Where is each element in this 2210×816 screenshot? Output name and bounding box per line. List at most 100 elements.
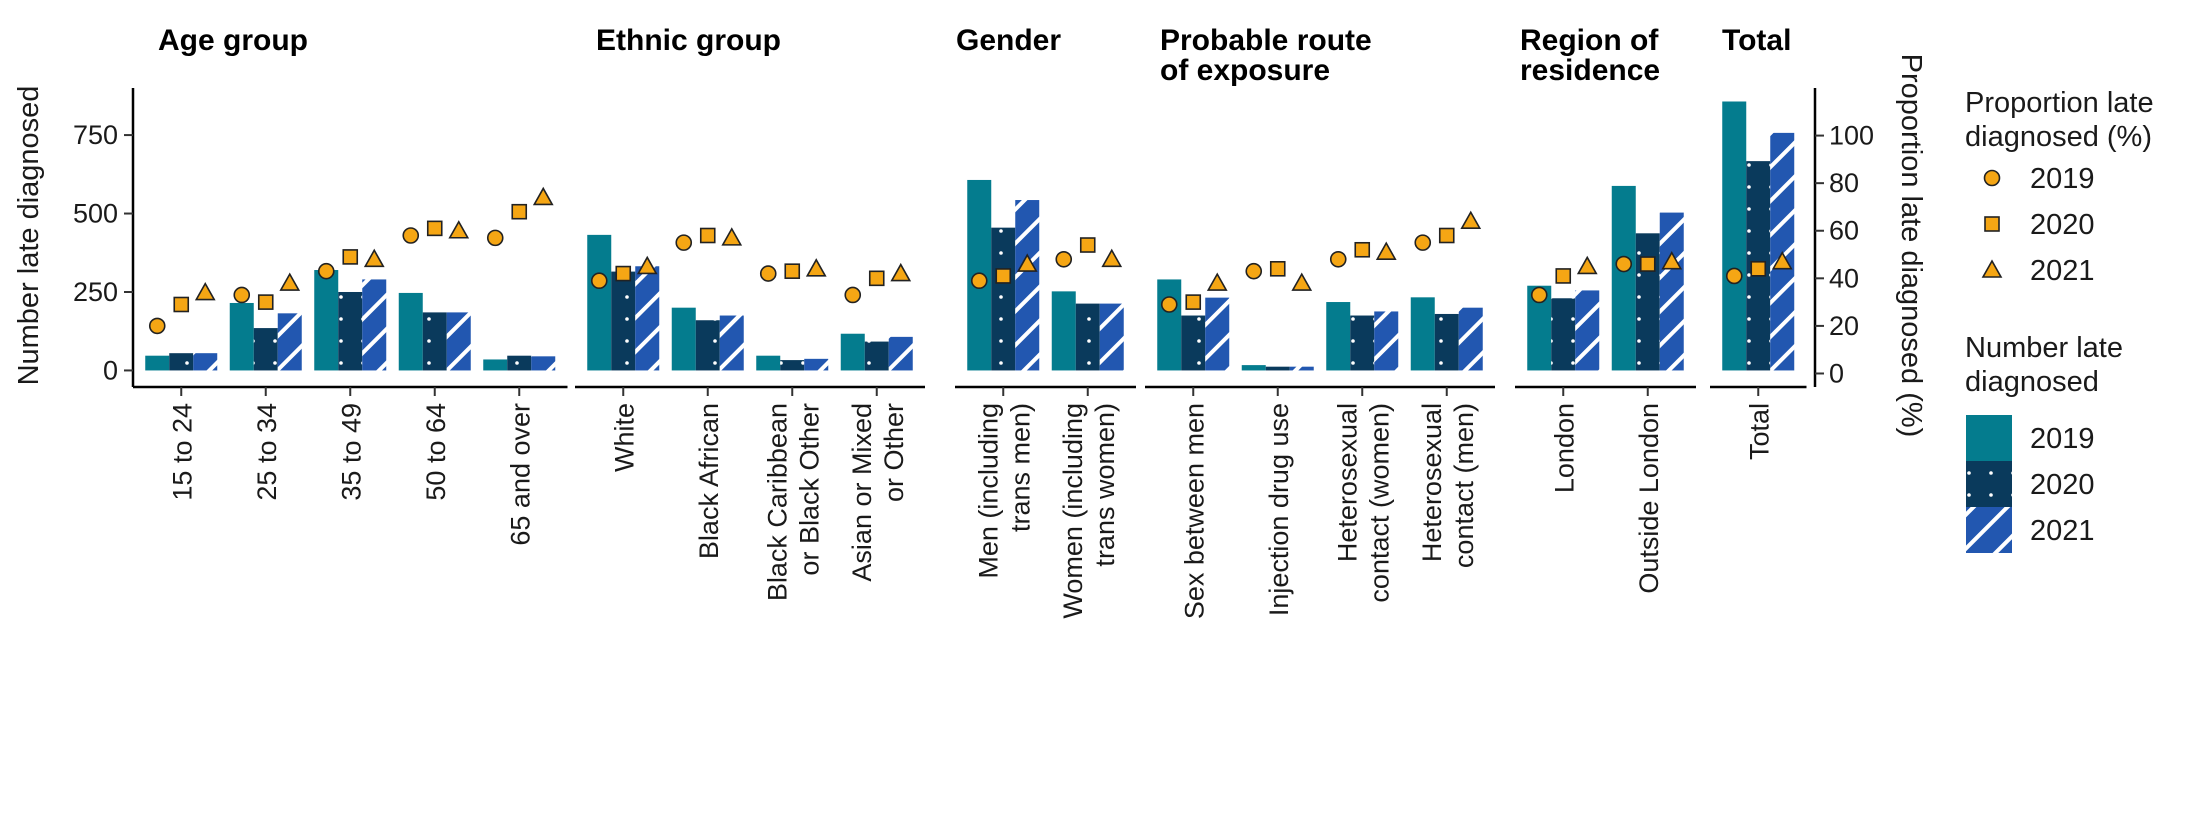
marker-2020 xyxy=(1750,261,1767,277)
bar-2021 xyxy=(1575,290,1600,371)
y-tick-label-left: 0 xyxy=(103,355,118,385)
marker-2020 xyxy=(1185,294,1202,310)
marker-2020 xyxy=(1438,227,1455,244)
panel-title: Gender xyxy=(956,24,1061,57)
marker-2021 xyxy=(1771,251,1793,270)
marker-2021 xyxy=(1291,272,1313,291)
x-tick-text: Heterosexual xyxy=(1417,403,1447,562)
x-tick-label: Black Caribbean or Black Other xyxy=(762,403,824,601)
bar-2019 xyxy=(1051,291,1076,371)
x-tick-text: Total xyxy=(1744,403,1774,460)
x-tick-text: Black African xyxy=(694,403,724,559)
marker-2020 xyxy=(173,296,190,313)
legend-label-2020: 2020 xyxy=(2030,469,2095,501)
bar-2019 xyxy=(1241,365,1266,371)
bar-2021 xyxy=(1458,307,1483,371)
marker-2020 xyxy=(868,270,885,287)
y-axis-title-left-text: Number late diagnosed xyxy=(13,86,45,386)
marker-2019 xyxy=(675,234,693,251)
panel-ethnic-group: Ethnic group White Black African Black Cari… xyxy=(575,24,925,601)
marker-2020 xyxy=(1354,241,1371,258)
x-tick-label: 65 and over xyxy=(505,403,535,546)
x-tick-text: 65 and over xyxy=(505,403,535,546)
marker-2021 xyxy=(636,255,658,275)
marker-2021 xyxy=(532,186,554,206)
legend-title-proportion: Proportion late xyxy=(1965,87,2154,119)
legend-marker-2021 xyxy=(1981,259,2003,278)
x-tick-text: 50 to 64 xyxy=(421,403,451,501)
panel-gender: Gender Men (including trans men) Women (inc… xyxy=(955,24,1136,619)
bar-2021 xyxy=(804,358,829,371)
panel-title: Probable route xyxy=(1160,24,1372,57)
legend-marker-2019 xyxy=(1983,169,2001,187)
marker-2020 xyxy=(1555,268,1572,284)
x-tick-label: 50 to 64 xyxy=(421,403,451,501)
marker-2021 xyxy=(1206,272,1228,291)
bar-2019 xyxy=(756,355,781,371)
panels: Age group 15 to 24 25 to 34 35 to 49 50 to 6… xyxy=(13,24,1807,619)
x-tick-text: Asian or Mixed xyxy=(847,403,877,582)
bar-2020 xyxy=(1434,313,1459,371)
bar-2020 xyxy=(253,328,278,371)
bar-2021 xyxy=(277,313,302,371)
x-tick-label: Women (including trans women) xyxy=(1058,403,1120,619)
bar-2020 xyxy=(1265,366,1290,371)
marker-2019 xyxy=(1725,267,1743,285)
x-tick-label: 15 to 24 xyxy=(167,403,197,501)
bar-2019 xyxy=(398,292,423,371)
bar-2019 xyxy=(145,355,170,371)
marker-2019 xyxy=(1160,296,1178,313)
bar-2020 xyxy=(991,227,1016,371)
y-axis-title-right-text: Proportion late diagnosed (%) xyxy=(1895,54,1927,438)
marker-2020 xyxy=(1269,261,1286,277)
bar-2019 xyxy=(1410,297,1435,371)
y-tick-label-right: 60 xyxy=(1829,216,1859,246)
panel-title: Age group xyxy=(158,24,308,57)
x-tick-label: Asian or Mixed or Other xyxy=(847,403,909,582)
bar-2019 xyxy=(840,333,865,371)
marker-2019 xyxy=(486,229,504,247)
legend-swatch-2021 xyxy=(1966,507,2012,553)
marker-2020 xyxy=(1079,237,1096,253)
legend-label-2019: 2019 xyxy=(2030,423,2095,455)
legend-label-2021: 2021 xyxy=(2030,515,2095,547)
bar-2020 xyxy=(611,271,636,371)
legend-label-2020: 2020 xyxy=(2030,209,2095,241)
x-tick-text: trans women) xyxy=(1090,403,1120,567)
marker-2020 xyxy=(615,265,632,282)
bar-2020 xyxy=(695,320,720,371)
bar-2021 xyxy=(446,312,471,371)
marker-2021 xyxy=(448,220,470,239)
y-tick-label-right: 20 xyxy=(1829,311,1859,341)
marker-2019 xyxy=(1245,262,1263,280)
x-tick-label: Heterosexual contact (women) xyxy=(1332,403,1394,603)
x-tick-text: trans men) xyxy=(1005,403,1035,532)
bar-2019 xyxy=(483,359,508,371)
panel-title: of exposure xyxy=(1160,54,1330,87)
x-tick-label: 35 to 49 xyxy=(336,403,366,501)
legend-swatch-2020 xyxy=(1966,461,2012,507)
bar-2021 xyxy=(1659,212,1684,371)
y-axis-title-left: Number late diagnosed xyxy=(13,86,45,386)
x-tick-label: London xyxy=(1549,403,1579,493)
marker-2020 xyxy=(995,268,1012,284)
x-tick-label: 25 to 34 xyxy=(252,403,282,501)
bar-2021 xyxy=(531,356,556,371)
marker-2021 xyxy=(1460,210,1482,230)
marker-2021 xyxy=(1101,248,1123,268)
bar-2020 xyxy=(507,355,532,371)
marker-2021 xyxy=(890,262,912,282)
bar-2021 xyxy=(635,266,660,371)
panel-title: residence xyxy=(1520,54,1660,87)
y-tick-label-right: 80 xyxy=(1829,168,1859,198)
marker-2020 xyxy=(257,294,274,310)
bar-2020 xyxy=(1551,298,1576,371)
marker-2019 xyxy=(970,272,988,290)
marker-2020 xyxy=(511,203,528,220)
bar-2020 xyxy=(338,291,363,371)
marker-2021 xyxy=(805,258,827,277)
marker-2020 xyxy=(426,220,443,237)
marker-2019 xyxy=(590,272,608,290)
bar-2020 xyxy=(422,312,447,371)
